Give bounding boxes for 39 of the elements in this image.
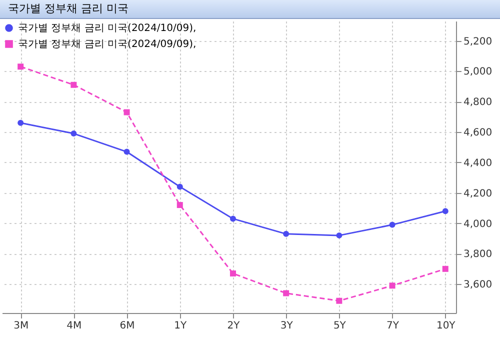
y-tick-label: 4,200 — [464, 188, 492, 200]
y-tick-label: 4,400 — [464, 158, 492, 169]
y-tick-label: 5,200 — [464, 36, 492, 48]
chart-title: 국가별 정부채 금리 미국 — [0, 0, 500, 19]
point — [124, 148, 130, 155]
point — [124, 109, 130, 116]
point — [442, 208, 448, 214]
y-tick-label: 4,000 — [464, 218, 492, 230]
x-tick-label: 2Y — [227, 320, 241, 332]
point — [442, 266, 448, 272]
x-tick-label: 3Y — [280, 320, 294, 332]
point — [283, 230, 290, 237]
point — [230, 216, 236, 222]
y-tick-label: 4,800 — [464, 97, 492, 108]
point — [18, 64, 24, 70]
legend-label: 국가별 정부채 금리 미국(2024/10/09), — [18, 23, 196, 34]
point — [176, 202, 183, 208]
y-tick-label: 3,600 — [464, 280, 492, 291]
point — [336, 298, 342, 304]
x-tick-label: 4M — [66, 320, 82, 332]
x-tick-label: 3M — [14, 320, 29, 332]
y-tick-label: 5,000 — [464, 66, 492, 78]
point — [70, 82, 77, 88]
x-tick-label: 5Y — [333, 320, 347, 332]
point — [336, 232, 342, 238]
x-tick-label: 7Y — [386, 320, 400, 332]
point — [18, 120, 24, 126]
x-tick-label: 1Y — [174, 320, 188, 332]
point — [389, 222, 396, 228]
x-tick-label: 10Y — [436, 320, 456, 332]
legend-label: 국가별 정부채 금리 미국(2024/09/09), — [18, 39, 196, 50]
point — [230, 270, 236, 276]
point — [70, 130, 77, 137]
point — [176, 184, 183, 190]
point — [283, 290, 290, 296]
x-tick-label: 6M — [120, 320, 135, 332]
point — [389, 282, 396, 289]
y-tick-label: 3,800 — [464, 249, 492, 260]
y-tick-label: 4,600 — [464, 128, 492, 139]
